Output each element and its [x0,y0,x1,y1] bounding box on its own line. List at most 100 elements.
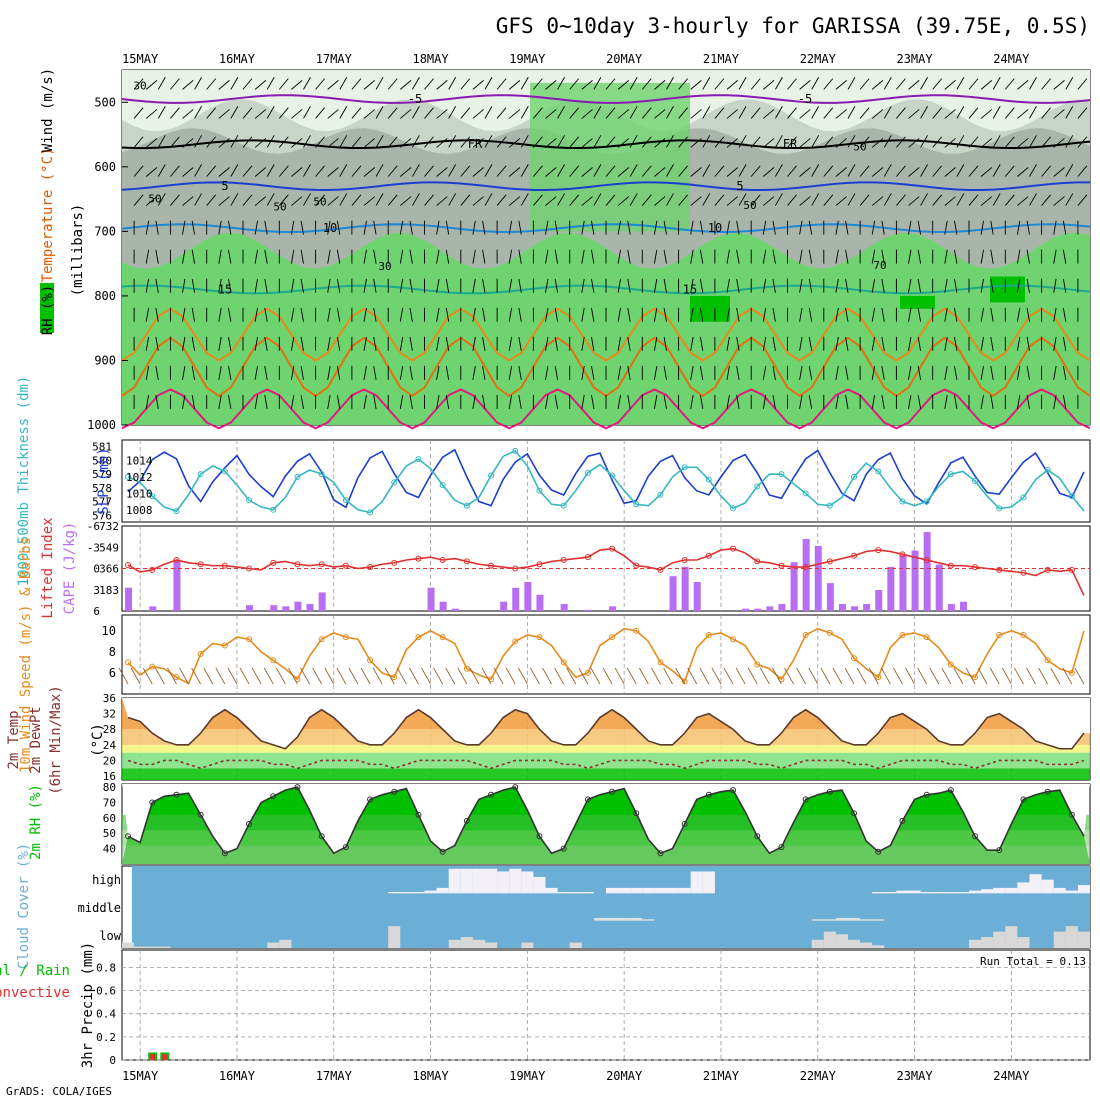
wind-barb [762,336,767,351]
wind-barb [726,196,739,206]
cloud-bar-middle [618,917,631,921]
rh-moist-patch [530,82,690,232]
wind-barb [170,194,180,206]
lifted-index-point [826,558,833,565]
thickness-line [127,449,1085,514]
wind-barb [1062,249,1067,264]
wind-barb [545,249,549,264]
wind-barb [363,336,367,351]
wind-barb [315,194,325,206]
wind-barb [1077,165,1088,177]
cloud-bar-high [606,887,619,894]
wind-barb [980,394,984,409]
wind-barb [145,394,150,409]
wind-barb [980,80,993,90]
wind-barb [1053,249,1057,264]
cloud-bar-middle [860,919,873,921]
wind-barb [666,164,674,177]
cloud-bar-low [1005,926,1018,948]
wind-barb [387,194,398,206]
wind-barb [992,135,1001,148]
wind-barb [1026,336,1030,351]
cape-bar [500,601,508,611]
wind-barb [533,107,543,119]
isotherm-label: 5 [736,179,743,193]
wind-barb [690,336,694,351]
wind-barb [954,278,958,293]
lifted-index-point [536,561,543,568]
wind-barb [726,336,730,351]
thickness-point [899,498,906,505]
wind-barb [1016,278,1021,293]
cape-bar [911,550,919,611]
cloud-bar-high [642,887,655,894]
wind-barb [617,249,621,264]
wind-barb [871,249,876,264]
wind-barb [581,307,585,322]
wind-barb [194,106,202,119]
rh-point [488,791,495,798]
wind-barb [917,249,922,264]
lifted-index-point [802,564,809,571]
thickness-point [197,471,204,478]
lifted-index-point [439,557,446,563]
surface-wind-barb [239,667,250,685]
wind-barb [641,107,652,119]
wind-barb [303,164,311,177]
cloud-bar-low [472,939,485,948]
wind-barb [1017,80,1029,90]
wind-barb [300,365,304,380]
lifted-index-point [294,561,301,568]
rh-axis-label: 2m RH (%) [28,784,44,860]
wind-barb [336,365,341,380]
rh-tick: 80 [103,781,116,794]
wind-barb [554,220,559,235]
wind-barb [581,249,585,264]
surface-wind-barb [917,667,927,685]
cloud-level-label: low [99,929,121,943]
lifted-index-point [391,559,398,566]
surface-wind-barb [155,667,165,685]
surface-wind-barb [263,667,274,685]
surface-wind-barb [312,667,322,685]
wind-barb [917,365,922,380]
wind-barb [170,165,180,177]
wind-barb [808,394,813,409]
lifted-index-point [149,566,156,573]
wind-barb [1016,220,1021,235]
surface-wind-barb [868,667,879,685]
cloud-bar-high [666,887,679,894]
wind-barb [300,394,304,409]
rh-point [197,811,204,818]
wind-barb [170,78,180,90]
wind-barb [968,165,979,177]
wind-barb [787,136,797,148]
cloud-bar-high [497,871,510,894]
wind-barb [145,196,158,206]
wind-barb [445,394,450,409]
wind-barb [218,220,222,235]
wind-barb [980,167,993,177]
wind-barb [678,194,688,206]
wind-speed-point [705,632,712,639]
wind-barb [291,80,303,90]
wind-axis-label: 10m Wind Speed (m/s) & Barbs [18,537,34,773]
cloud-bar-middle [823,919,836,921]
wind-barb [980,109,993,119]
surface-wind-barb [905,667,915,685]
wind-barb [627,220,631,235]
wind-barb [291,167,303,177]
wind-barb [799,336,803,351]
rh-band [122,814,1090,831]
wind-barb [932,136,943,148]
wind-speed-point [947,661,954,668]
lifted-index-point [173,557,180,563]
cloud-bar-middle [811,919,824,921]
wind-barb [300,278,304,293]
wind-barb [883,135,892,148]
wind-barb [871,336,876,351]
wind-barb [990,307,994,322]
wind-barb [799,307,803,322]
wind-barb [508,394,513,409]
wind-barb [605,194,616,206]
